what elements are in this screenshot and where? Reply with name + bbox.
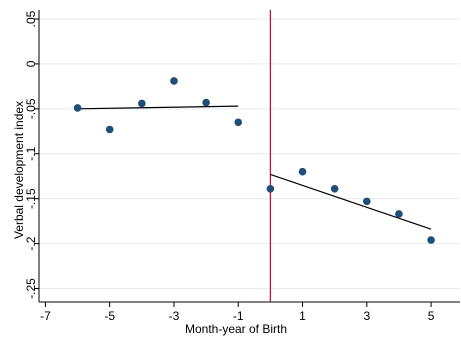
- y-tick-label-0: .05: [24, 10, 38, 27]
- x-tick-label-0: -7: [40, 309, 51, 323]
- y-tick-label-6: -.25: [24, 278, 38, 299]
- y-tick-label-3: -.1: [24, 146, 38, 160]
- x-tick-label-5: 3: [363, 309, 370, 323]
- x-tick-label-3: -1: [233, 309, 244, 323]
- y-tick-label-4: -.15: [24, 188, 38, 209]
- fit-line-0: [77, 105, 239, 110]
- data-point-1: [105, 125, 114, 134]
- y-tick-label-1: 0: [24, 60, 38, 67]
- x-tick-label-2: -3: [169, 309, 180, 323]
- y-axis-label: Verbal development index: [12, 101, 26, 239]
- data-point-3: [170, 77, 178, 85]
- fit-line-1: [270, 173, 432, 230]
- data-point-8: [330, 184, 339, 193]
- y-tick-label-5: -.2: [24, 236, 38, 250]
- fit-lines-layer: [77, 105, 432, 230]
- y-tick-label-2: -.05: [24, 98, 38, 119]
- data-point-7: [298, 167, 307, 176]
- x-tick-label-1: -5: [104, 309, 115, 323]
- data-point-6: [266, 184, 275, 193]
- x-tick-label-4: 1: [299, 309, 306, 323]
- data-point-10: [395, 210, 403, 218]
- axes-layer: .05 0 -.05 -.1 -.15 -.2 -.25-7 -5 -3 -1 1 3 5: [24, 10, 460, 323]
- data-point-2: [138, 99, 146, 108]
- x-axis-label: Month-year of Birth: [185, 322, 287, 336]
- data-point-5: [234, 118, 243, 127]
- data-point-4: [202, 98, 210, 107]
- data-point-11: [427, 236, 435, 244]
- data-point-9: [363, 197, 371, 206]
- points-layer: [73, 77, 435, 244]
- x-tick-label-6: 5: [428, 309, 435, 323]
- data-point-0: [73, 104, 82, 112]
